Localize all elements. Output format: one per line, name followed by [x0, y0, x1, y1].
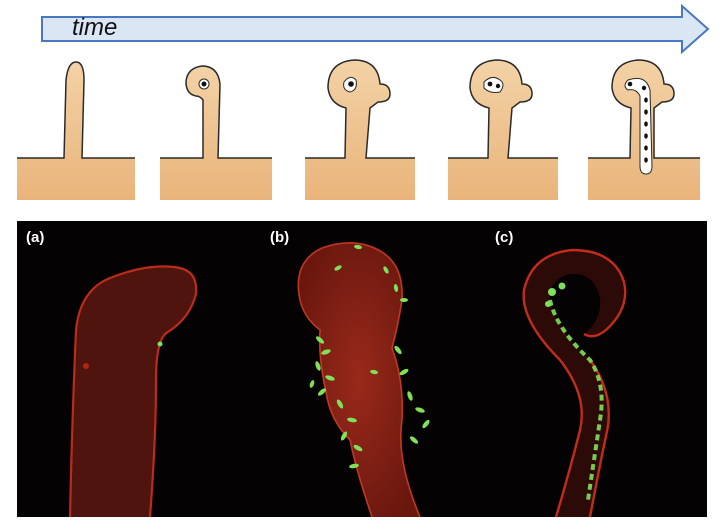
micrograph-a [17, 221, 261, 518]
panel-label-a: (a) [26, 229, 45, 246]
bacteria-cluster-b [309, 244, 430, 469]
stage-infection-thread-elongation [588, 59, 700, 200]
time-arrow [41, 3, 710, 55]
panel-label-c: (c) [495, 229, 514, 246]
panel-label-b: (b) [270, 229, 290, 246]
time-label: time [72, 14, 118, 41]
stage-curled-root-hair [160, 65, 272, 200]
micrograph-b [261, 221, 465, 518]
micrograph-c [465, 221, 707, 518]
stage-infection-focus [305, 59, 415, 200]
stage-straight-root-hair [17, 61, 135, 200]
stage-thread-initiation [448, 59, 558, 200]
